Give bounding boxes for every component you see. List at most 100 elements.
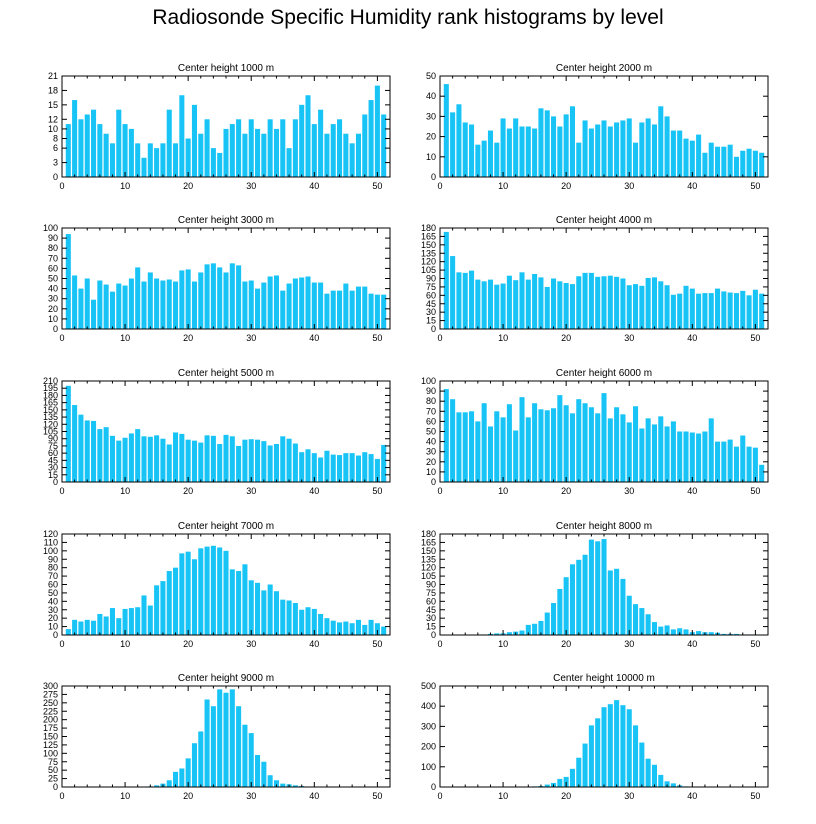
x-tick-label: 20 <box>183 181 193 191</box>
y-tick-label: 75 <box>426 588 436 598</box>
histogram-bar <box>337 119 343 177</box>
histogram-bar <box>204 264 210 329</box>
histogram-bar <box>513 430 519 482</box>
histogram-bar <box>141 436 147 482</box>
y-tick-label: 120 <box>43 419 58 429</box>
histogram-bar <box>223 692 229 787</box>
histogram-bar <box>128 128 134 177</box>
x-tick-label: 10 <box>120 639 130 649</box>
histogram-bar <box>626 709 632 787</box>
y-tick-label: 50 <box>48 588 58 598</box>
histogram-bar <box>255 128 261 177</box>
histogram-bar <box>210 545 216 635</box>
histogram-bar <box>305 276 311 329</box>
histogram-bar <box>645 418 651 482</box>
x-tick-label: 20 <box>561 333 571 343</box>
y-tick-label: 0 <box>53 630 58 640</box>
histogram-bar <box>576 399 582 482</box>
histogram-bar <box>355 619 361 635</box>
histogram-bar <box>122 437 128 482</box>
y-tick-label: 0 <box>53 172 58 182</box>
histogram-bar <box>141 281 147 329</box>
histogram-bar <box>727 292 733 329</box>
histogram-bar <box>702 431 708 482</box>
y-tick-label: 105 <box>421 265 436 275</box>
histogram-bar <box>595 718 601 787</box>
x-tick-label: 50 <box>372 791 382 801</box>
histogram-bar <box>229 263 235 329</box>
histogram-bar <box>273 275 279 329</box>
histogram-bar <box>318 109 324 177</box>
x-tick-label: 50 <box>372 333 382 343</box>
histogram-bar <box>708 142 714 177</box>
y-tick-label: 180 <box>421 529 436 539</box>
histogram-bar <box>116 283 122 329</box>
histogram-bar <box>456 104 462 177</box>
histogram-bar <box>557 778 563 787</box>
histogram-bar <box>595 124 601 177</box>
y-tick-label: 45 <box>48 455 58 465</box>
x-tick-label: 0 <box>437 791 442 801</box>
histogram-bar <box>696 631 702 635</box>
histogram-bar <box>362 114 368 177</box>
histogram-bar <box>248 733 254 787</box>
histogram-bar <box>588 407 594 482</box>
histogram-bar <box>311 608 317 635</box>
histogram-bar <box>116 109 122 177</box>
histogram-bar <box>588 272 594 329</box>
histogram-bar <box>595 541 601 635</box>
histogram-bar <box>715 441 721 482</box>
y-tick-label: 175 <box>43 723 58 733</box>
y-tick-label: 60 <box>426 596 436 606</box>
histogram-bar <box>651 764 657 787</box>
y-tick-label: 20 <box>426 457 436 467</box>
histogram-bar <box>191 440 197 482</box>
histogram-bar <box>185 758 191 787</box>
histogram-bar <box>324 450 330 482</box>
histogram-bar <box>97 429 103 482</box>
y-tick-label: 105 <box>421 571 436 581</box>
x-tick-label: 10 <box>120 333 130 343</box>
y-tick-label: 30 <box>48 463 58 473</box>
histogram-bar <box>664 426 670 482</box>
histogram-bar <box>658 106 664 177</box>
histogram-bar <box>72 100 78 177</box>
histogram-bar <box>645 614 651 635</box>
histogram-bar <box>204 546 210 636</box>
histogram-bar <box>740 290 746 329</box>
x-tick-label: 50 <box>372 181 382 191</box>
histogram-bar <box>191 559 197 635</box>
y-tick-label: 75 <box>48 757 58 767</box>
histogram-bar <box>72 275 78 329</box>
histogram-bar <box>179 270 185 329</box>
histogram-bar <box>443 231 449 329</box>
y-tick-label: 100 <box>43 546 58 556</box>
histogram-bar <box>532 403 538 482</box>
histogram-bar <box>506 404 512 482</box>
x-tick-label: 40 <box>687 639 697 649</box>
histogram-bar <box>185 551 191 635</box>
histogram-bar <box>78 621 84 635</box>
y-tick-label: 90 <box>48 434 58 444</box>
histogram-bar <box>236 706 242 787</box>
histogram-bar <box>569 106 575 177</box>
y-tick-label: 15 <box>48 470 58 480</box>
histogram-bar <box>349 290 355 329</box>
histogram-bar <box>582 554 588 635</box>
y-tick-label: 30 <box>426 613 436 623</box>
histogram-bar <box>677 431 683 482</box>
y-tick-label: 180 <box>421 223 436 233</box>
histogram-bar <box>280 436 286 482</box>
histogram-bar <box>318 613 324 635</box>
histogram-bar <box>286 148 292 177</box>
histogram-bar <box>242 564 248 635</box>
histogram-bar <box>261 441 267 482</box>
histogram-bar <box>683 138 689 177</box>
histogram-bar <box>664 116 670 177</box>
histogram-bar <box>639 742 645 787</box>
x-tick-label: 40 <box>309 639 319 649</box>
histogram-bar <box>330 454 336 482</box>
x-tick-label: 30 <box>624 181 634 191</box>
y-tick-label: 60 <box>426 416 436 426</box>
histogram-bar <box>305 607 311 635</box>
